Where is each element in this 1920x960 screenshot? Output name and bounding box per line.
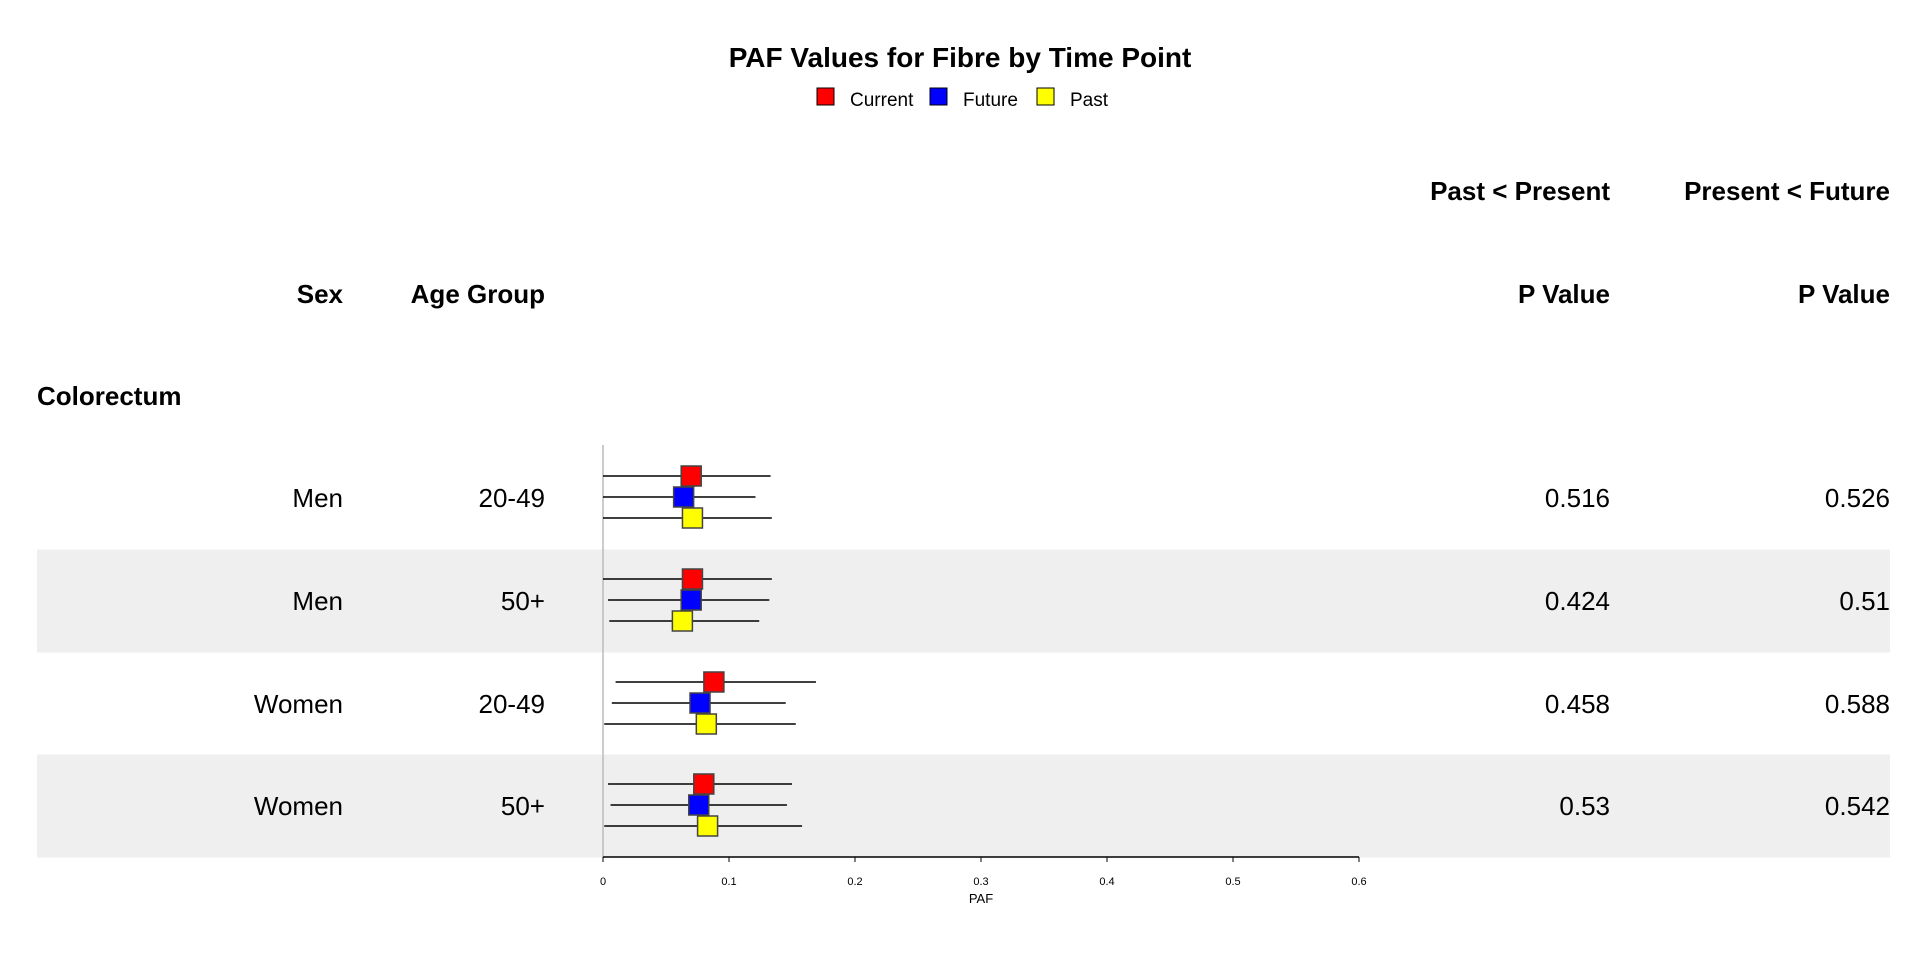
row-band: [37, 754, 1890, 858]
legend: Current Future Past: [816, 87, 1109, 111]
column-header-age-group: Age Group: [411, 279, 545, 309]
x-tick-label: 0: [600, 876, 606, 888]
row-bands: [37, 549, 1890, 858]
estimate-marker-future: [688, 794, 710, 816]
estimate-marker-future: [689, 692, 711, 714]
estimate-marker-past: [671, 610, 694, 632]
x-tick-label: 0.2: [847, 876, 862, 888]
x-axis-label: PAF: [969, 891, 993, 906]
row-p-value-past-present: 0.458: [1545, 689, 1610, 719]
estimate-marker-past: [695, 713, 718, 735]
row-sex: Women: [254, 689, 343, 719]
row-p-value-present-future: 0.588: [1825, 689, 1890, 719]
x-tick-label: 0.5: [1225, 876, 1240, 888]
estimate-marker-future: [680, 589, 702, 611]
column-subheader-p2: P Value: [1798, 279, 1890, 309]
column-header-p1: Past < Present: [1430, 176, 1610, 206]
x-tick-label: 0.6: [1351, 876, 1366, 888]
legend-swatch-current: [816, 87, 835, 106]
row-age-group: 50+: [501, 791, 545, 821]
row-age-group: 20-49: [479, 689, 546, 719]
row-p-value-present-future: 0.526: [1825, 483, 1890, 513]
estimate-marker-past: [696, 815, 719, 837]
row-age-group: 50+: [501, 586, 545, 616]
plot-marks: [603, 465, 816, 837]
row-p-value-present-future: 0.542: [1825, 791, 1890, 821]
column-header-p2: Present < Future: [1684, 176, 1890, 206]
x-axis: 0 0.1 0.2 0.3 0.4 0.5 0.6: [600, 856, 1367, 888]
row-sex: Men: [292, 483, 343, 513]
row-p-value-past-present: 0.53: [1559, 791, 1610, 821]
legend-label-past: Past: [1070, 90, 1109, 111]
x-tick-label: 0.1: [721, 876, 736, 888]
column-header-sex: Sex: [297, 279, 344, 309]
row-p-value-present-future: 0.51: [1839, 586, 1890, 616]
x-tick-label: 0.3: [973, 876, 988, 888]
row-age-group: 20-49: [479, 483, 546, 513]
estimate-marker-past: [681, 507, 704, 529]
row-p-value-past-present: 0.516: [1545, 483, 1610, 513]
legend-label-future: Future: [963, 90, 1018, 111]
estimate-marker-current: [680, 465, 702, 487]
section-label: Colorectum: [37, 381, 181, 411]
legend-swatch-future: [929, 87, 948, 106]
legend-swatch-past: [1036, 87, 1055, 106]
row-p-value-past-present: 0.424: [1545, 586, 1610, 616]
chart-title: PAF Values for Fibre by Time Point: [729, 42, 1192, 73]
estimate-marker-current: [703, 671, 725, 693]
estimate-marker-future: [672, 486, 695, 508]
row-sex: Men: [292, 586, 343, 616]
row-text: Men 20-49 0.516 0.526 Men 50+ 0.424 0.51 Women 20…: [254, 483, 1890, 821]
estimate-marker-current: [681, 568, 704, 590]
column-subheader-p1: P Value: [1518, 279, 1610, 309]
estimate-marker-current: [693, 773, 715, 795]
row-band: [37, 549, 1890, 653]
row-sex: Women: [254, 791, 343, 821]
legend-label-current: Current: [850, 90, 914, 111]
x-tick-label: 0.4: [1099, 876, 1114, 888]
